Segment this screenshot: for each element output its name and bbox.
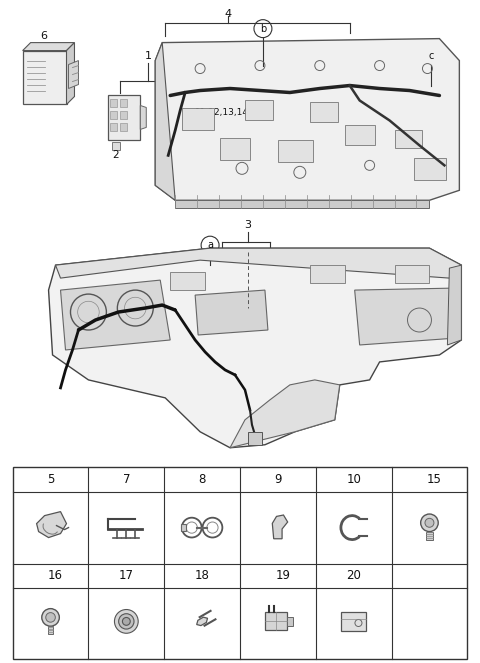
Circle shape (114, 609, 138, 633)
Polygon shape (180, 524, 186, 531)
Polygon shape (110, 123, 117, 131)
Polygon shape (36, 512, 67, 538)
Polygon shape (67, 42, 74, 105)
Circle shape (425, 518, 434, 527)
Text: 4: 4 (225, 9, 231, 19)
Circle shape (46, 613, 55, 622)
Polygon shape (155, 42, 175, 200)
Text: 10: 10 (346, 473, 361, 486)
Polygon shape (120, 123, 127, 131)
Circle shape (122, 617, 130, 625)
Polygon shape (272, 515, 288, 539)
Text: 5: 5 (47, 473, 54, 486)
Polygon shape (112, 143, 120, 151)
Polygon shape (310, 103, 338, 123)
Text: c: c (429, 50, 434, 60)
Circle shape (119, 614, 134, 629)
Polygon shape (56, 248, 461, 278)
Text: 18: 18 (195, 570, 210, 583)
Polygon shape (23, 42, 74, 50)
Text: a: a (207, 240, 213, 250)
Polygon shape (48, 626, 53, 634)
Circle shape (420, 514, 438, 532)
Circle shape (42, 609, 60, 626)
Polygon shape (182, 109, 214, 131)
Text: 9: 9 (274, 473, 282, 486)
Polygon shape (140, 105, 146, 129)
Polygon shape (310, 265, 345, 283)
Text: 2: 2 (112, 151, 119, 160)
Text: 8: 8 (198, 473, 206, 486)
Polygon shape (120, 99, 127, 107)
Polygon shape (447, 265, 461, 345)
Text: b: b (260, 24, 266, 34)
Text: 19: 19 (276, 570, 290, 583)
Polygon shape (220, 139, 250, 160)
Polygon shape (245, 101, 273, 121)
Polygon shape (110, 111, 117, 119)
Polygon shape (170, 272, 205, 290)
Polygon shape (248, 432, 262, 445)
Text: 20: 20 (346, 570, 361, 583)
Text: 16: 16 (48, 570, 63, 583)
Polygon shape (69, 60, 78, 88)
Polygon shape (60, 280, 170, 350)
Text: 3: 3 (244, 220, 252, 230)
Polygon shape (426, 532, 432, 540)
Polygon shape (108, 95, 140, 141)
Polygon shape (278, 141, 313, 162)
Polygon shape (110, 99, 117, 107)
Polygon shape (341, 612, 366, 631)
Polygon shape (195, 290, 268, 335)
Text: 17: 17 (119, 570, 134, 583)
Text: b: b (408, 475, 414, 484)
Text: 11,12,13,14: 11,12,13,14 (195, 108, 249, 117)
Polygon shape (415, 158, 446, 180)
Polygon shape (355, 288, 457, 345)
Polygon shape (155, 38, 459, 200)
Polygon shape (395, 131, 422, 149)
Polygon shape (287, 617, 293, 626)
Polygon shape (48, 248, 461, 448)
Text: c: c (26, 572, 31, 581)
Polygon shape (120, 111, 127, 119)
Polygon shape (23, 50, 67, 105)
Text: a: a (253, 572, 259, 581)
Text: 1: 1 (145, 50, 152, 60)
Text: 15: 15 (427, 473, 442, 486)
Polygon shape (175, 200, 430, 208)
Polygon shape (230, 380, 340, 448)
Polygon shape (197, 617, 207, 626)
Polygon shape (395, 265, 430, 283)
Text: 6: 6 (40, 30, 47, 40)
Polygon shape (12, 467, 468, 659)
Polygon shape (265, 613, 287, 631)
Polygon shape (345, 125, 374, 145)
Text: 7: 7 (122, 473, 130, 486)
